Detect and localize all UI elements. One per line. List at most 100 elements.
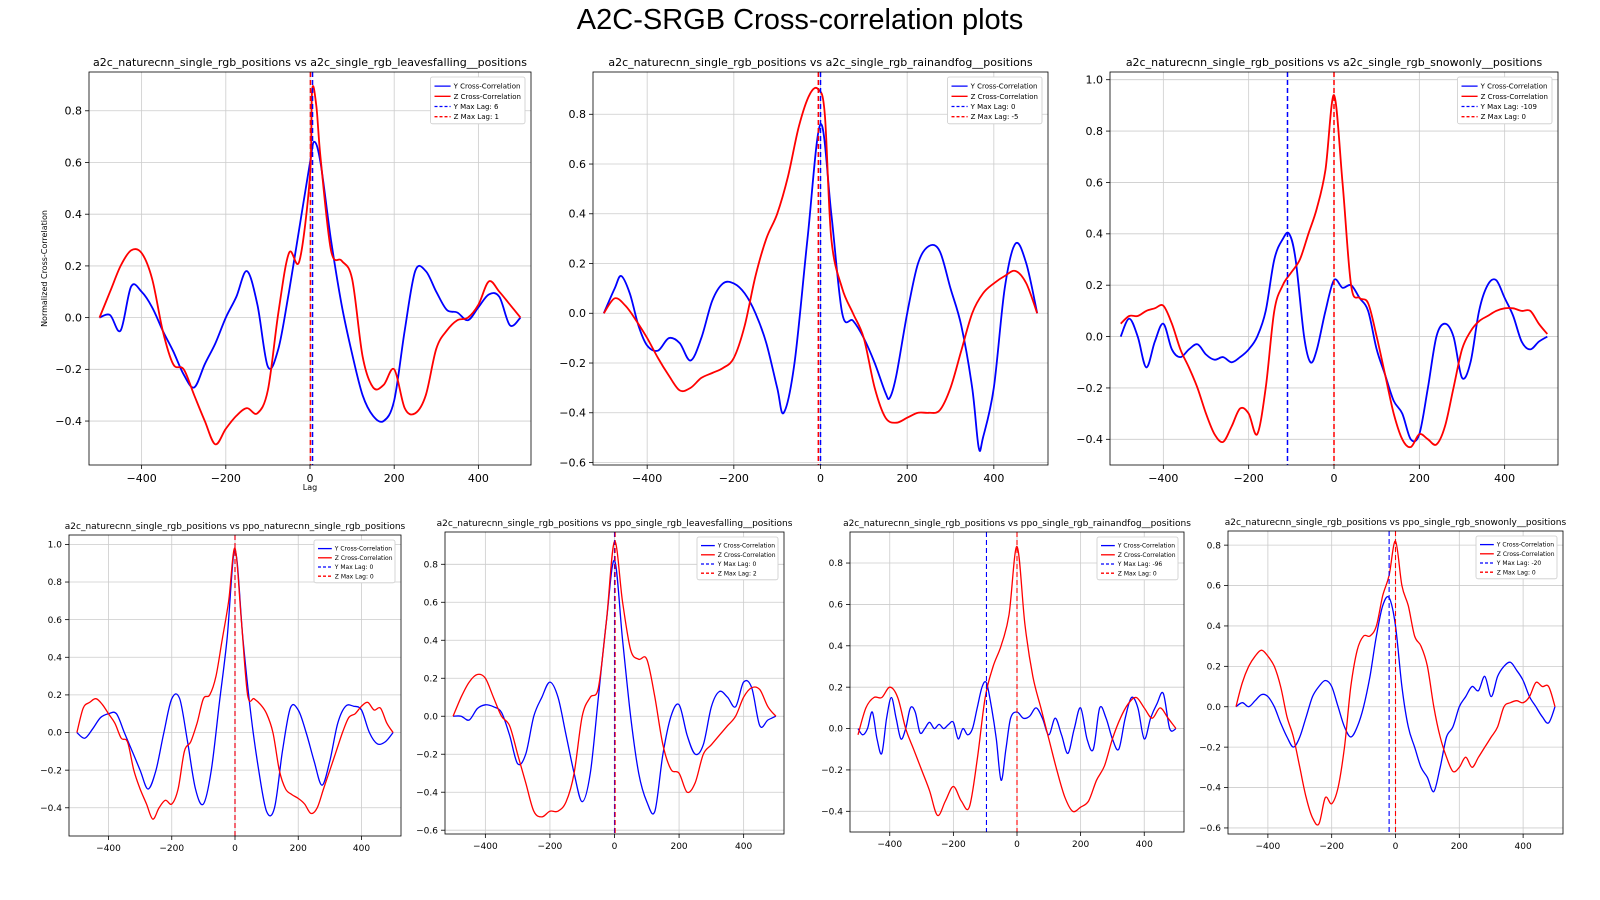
legend-label: Z Max Lag: 2 [718,570,757,577]
plot-area: −400 −200 0 200 400 −0.4 −0.2 0.0 0.2 0.4 0.6 0.8 1.… [1076,56,1559,485]
y-tick-label: 0.6 [569,158,587,171]
x-tick-label: −200 [719,472,749,485]
y-tick-label: −0.4 [55,415,82,428]
page-title: A2C-SRGB Cross-correlation plots [576,4,1024,36]
plot-area: −400 −200 0 200 400 −0.6 −0.4 −0.2 0.0 0.2 0.4 0.6 0… [416,519,793,852]
legend-label: Z Cross-Correlation [1118,552,1176,559]
y-tick-label: −0.2 [1076,382,1103,395]
y-tick-label: 0.4 [829,642,844,652]
x-tick-label: 400 [353,844,370,854]
y-tick-label: 0.8 [829,559,844,569]
legend-label: Y Max Lag: 0 [970,103,1016,111]
chart-title: a2c_naturecnn_single_rgb_positions vs a2… [93,56,527,69]
x-tick-label: −400 [473,842,498,852]
legend-box [1475,535,1558,580]
y-tick-label: 0.6 [65,156,83,169]
y-tick-label: 0.4 [48,653,63,663]
series-line [1119,231,1548,443]
y-tick-label: 0.6 [1207,582,1222,592]
y-tick-label: 0.6 [48,616,63,626]
y-tick-label: 0.2 [1207,662,1221,672]
y-tick-label: 0.4 [1086,228,1104,241]
y-tick-label: −0.4 [40,804,62,814]
y-tick-label: 0.4 [424,636,439,646]
y-tick-label: 0.2 [424,674,438,684]
x-tick-label: 0 [232,844,238,854]
chart-title: a2c_naturecnn_single_rgb_positions vs pp… [437,519,793,529]
plot-area: −400 −200 0 200 400 −0.6 −0.4 −0.2 0.0 0.2 0.4 0.6 0… [559,56,1049,485]
y-tick-label: 0.6 [424,598,439,608]
y-tick-label: −0.2 [40,766,62,776]
x-tick-label: 400 [983,472,1004,485]
legend-label: Y Cross-Correlation [1117,543,1175,550]
series-line [1235,595,1556,793]
x-axis-label: Lag [303,483,317,492]
legend-label: Y Max Lag: 6 [453,103,499,111]
x-tick-label: 0 [1393,842,1399,852]
y-tick-label: −0.2 [55,363,82,376]
legend-label: Y Cross-Correlation [1480,83,1548,91]
legend-box [430,76,526,125]
series-line [602,123,1039,452]
legend-label: Z Cross-Correlation [971,93,1038,101]
y-tick-label: 0.0 [48,729,63,739]
legend-label: Z Max Lag: 0 [1497,569,1536,576]
legend: Y Cross-Correlation Z Cross-Correlation Y … [430,76,526,125]
legend-label: Z Cross-Correlation [718,552,776,559]
y-tick-label: 0.6 [829,601,844,611]
x-tick-label: −200 [1234,472,1264,485]
x-tick-label: 0 [817,472,824,485]
y-tick-label: −0.4 [1076,433,1103,446]
y-tick-label: 1.0 [48,541,63,551]
y-tick-label: 0.8 [569,108,587,121]
legend-label: Y Cross-Correlation [334,546,392,553]
y-tick-label: −0.4 [821,807,843,817]
x-tick-label: −400 [1148,472,1178,485]
legend-label: Y Max Lag: -109 [1480,103,1537,111]
y-tick-label: 0.4 [1207,622,1222,632]
plot-area: −400 −200 0 200 400 −0.4 −0.2 0.0 0.2 0.4 0.6 0.8 a2… [821,519,1191,850]
chart-title: a2c_naturecnn_single_rgb_positions vs pp… [1225,518,1567,528]
y-tick-label: 0.8 [1207,541,1222,551]
legend-label: Z Max Lag: 0 [1481,113,1526,121]
y-tick-label: 0.2 [829,683,843,693]
y-tick-label: 0.8 [48,578,63,588]
legend-label: Z Cross-Correlation [1497,551,1555,558]
y-tick-label: −0.6 [559,456,586,469]
x-tick-label: 400 [468,472,489,485]
chart-title: a2c_naturecnn_single_rgb_positions vs pp… [843,519,1191,529]
y-tick-label: 0.8 [1086,125,1104,138]
legend: Y Cross-Correlation Z Cross-Correlation Y … [313,539,396,584]
x-tick-label: 0 [307,472,314,485]
legend: Y Cross-Correlation Z Cross-Correlation Y … [1096,536,1179,581]
y-tick-label: 0.0 [424,712,439,722]
chart-title: a2c_naturecnn_single_rgb_positions vs pp… [65,522,406,532]
chart-title: a2c_naturecnn_single_rgb_positions vs a2… [1126,56,1543,69]
legend-box [313,539,396,584]
y-axis-label: Normalized Cross-Correlation [40,210,49,327]
legend-label: Y Max Lag: 0 [334,564,374,571]
y-tick-label: 0.0 [1086,330,1104,343]
legend-label: Y Max Lag: 0 [717,561,757,568]
x-tick-label: 200 [897,472,918,485]
y-tick-label: 0.2 [569,257,587,270]
series-line [857,545,1177,817]
x-tick-label: 0 [1331,472,1338,485]
y-tick-label: 0.0 [65,311,83,324]
legend-box [696,536,779,581]
legend: Y Cross-Correlation Z Cross-Correlation Y … [1457,76,1553,125]
legend-label: Y Max Lag: -20 [1496,560,1542,567]
legend-label: Y Cross-Correlation [1496,542,1554,549]
y-tick-label: −0.4 [416,788,438,798]
legend-label: Y Max Lag: -96 [1117,561,1163,568]
x-tick-label: −400 [127,472,157,485]
y-tick-label: −0.6 [416,826,438,836]
legend-label: Z Cross-Correlation [335,555,393,562]
y-tick-label: 0.4 [569,208,587,221]
legend-label: Y Cross-Correlation [970,83,1038,91]
